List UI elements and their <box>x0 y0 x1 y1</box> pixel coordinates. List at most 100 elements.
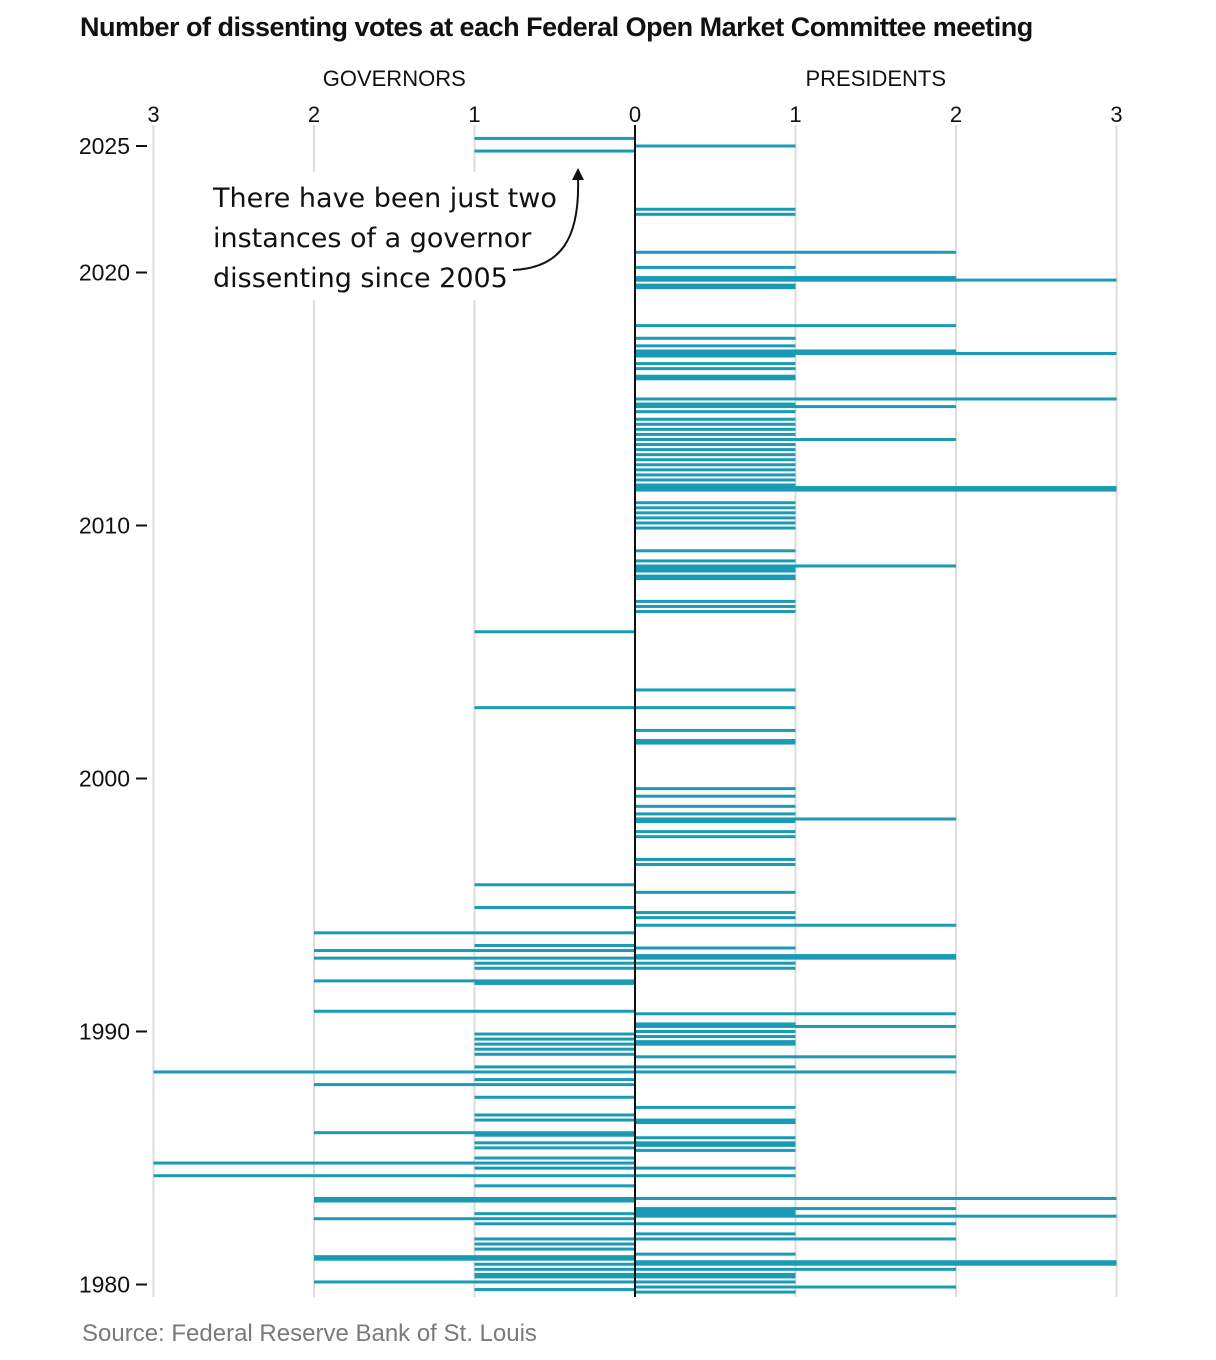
president-bar <box>635 1209 796 1213</box>
president-bar <box>635 569 796 573</box>
y-tick-label: 2025 <box>79 133 130 159</box>
president-bar <box>635 463 796 467</box>
governor-bar <box>153 1161 635 1165</box>
x-tick-label: 1 <box>789 102 801 127</box>
president-bar <box>635 526 796 530</box>
president-bar <box>635 1252 796 1256</box>
president-bar <box>635 344 796 348</box>
president-bar <box>635 483 796 487</box>
governor-bar <box>474 1267 635 1271</box>
president-bar <box>635 511 796 515</box>
president-bar <box>635 1118 796 1122</box>
president-bar <box>635 488 1117 492</box>
governor-bar <box>314 1009 635 1013</box>
governor-bar <box>474 1247 635 1251</box>
president-bar <box>635 397 1117 401</box>
president-bar <box>635 961 796 965</box>
x-tick-label: 3 <box>1110 102 1122 127</box>
president-bar <box>635 549 796 553</box>
president-bar <box>635 817 956 821</box>
president-bar <box>635 1166 796 1170</box>
governors-label: GOVERNORS <box>323 66 466 91</box>
governor-bar <box>474 630 635 634</box>
president-bar <box>635 402 796 406</box>
governor-bar <box>474 1272 635 1276</box>
governor-bar <box>474 1133 635 1137</box>
governor-bar <box>153 1070 635 1074</box>
president-bar <box>635 506 796 510</box>
annotation-text: dissenting since 2005 <box>213 263 508 294</box>
governor-bar <box>474 1166 635 1170</box>
president-bar <box>635 954 956 958</box>
bars-group <box>153 136 1117 1294</box>
governor-bar <box>314 1199 635 1203</box>
governor-bar <box>314 1257 635 1261</box>
governor-bar <box>474 1042 635 1046</box>
president-bar <box>635 473 796 477</box>
president-bar <box>635 1222 956 1226</box>
governor-bar <box>314 1280 635 1284</box>
president-bar <box>635 276 956 280</box>
governor-bar <box>474 1156 635 1160</box>
governor-bar <box>314 1196 635 1200</box>
governor-bar <box>153 1174 635 1178</box>
president-bar <box>635 1212 796 1216</box>
governor-bar <box>474 1262 635 1266</box>
president-bar <box>635 863 796 867</box>
president-bar <box>635 377 796 381</box>
president-bar <box>635 610 796 614</box>
president-bar <box>635 417 796 421</box>
president-bar <box>635 1267 956 1271</box>
president-bar <box>635 911 796 915</box>
governor-bar <box>474 883 635 887</box>
governor-bar <box>474 1141 635 1145</box>
president-bar <box>635 1285 956 1289</box>
governor-bar <box>474 706 635 710</box>
governor-bar <box>314 956 635 960</box>
annotation-text: instances of a governor <box>213 223 532 254</box>
president-bar <box>635 1012 956 1016</box>
y-tick-labels: 2025 2020 2010 2000 1990 1980 <box>79 133 147 1298</box>
president-bar <box>635 830 796 834</box>
governor-bar <box>474 1118 635 1122</box>
governor-bar <box>474 1275 635 1279</box>
governor-bar <box>314 949 635 953</box>
y-tick-label: 2000 <box>79 766 130 792</box>
governor-bar <box>474 1288 635 1292</box>
governor-bar <box>474 1047 635 1051</box>
governor-bar <box>314 931 635 935</box>
governor-bar <box>474 1237 635 1241</box>
president-bar <box>635 835 796 839</box>
president-bar <box>635 946 796 950</box>
president-bar <box>635 1030 796 1033</box>
governor-bar <box>474 1184 635 1188</box>
president-bar <box>635 1024 956 1028</box>
president-bar <box>635 1065 796 1069</box>
president-bar <box>635 1121 796 1125</box>
president-bar <box>635 1143 796 1147</box>
x-tick-label: 2 <box>308 102 320 127</box>
governor-bar <box>474 1146 635 1150</box>
president-bar <box>635 374 796 378</box>
president-bar <box>635 1148 796 1152</box>
president-bar <box>635 794 796 798</box>
president-bar <box>635 1105 796 1109</box>
governor-bar <box>474 966 635 970</box>
president-bar <box>635 787 796 791</box>
president-bar <box>635 516 796 520</box>
president-bar <box>635 706 796 710</box>
presidents-label: PRESIDENTS <box>805 66 946 91</box>
grid-lines <box>152 125 1118 1297</box>
y-tick-label: 2010 <box>79 513 130 539</box>
president-bar <box>635 804 796 808</box>
president-bar <box>635 362 796 366</box>
annotation-group: There have been just two instances of a g… <box>200 168 584 300</box>
president-bar <box>635 478 796 482</box>
y-tick-label: 1990 <box>79 1019 130 1045</box>
president-bar <box>635 212 796 216</box>
governor-bar <box>474 1037 635 1041</box>
president-bar <box>635 1207 956 1211</box>
president-bar <box>635 354 796 358</box>
governor-bar <box>474 906 635 910</box>
x-tick-label: 1 <box>468 102 480 127</box>
